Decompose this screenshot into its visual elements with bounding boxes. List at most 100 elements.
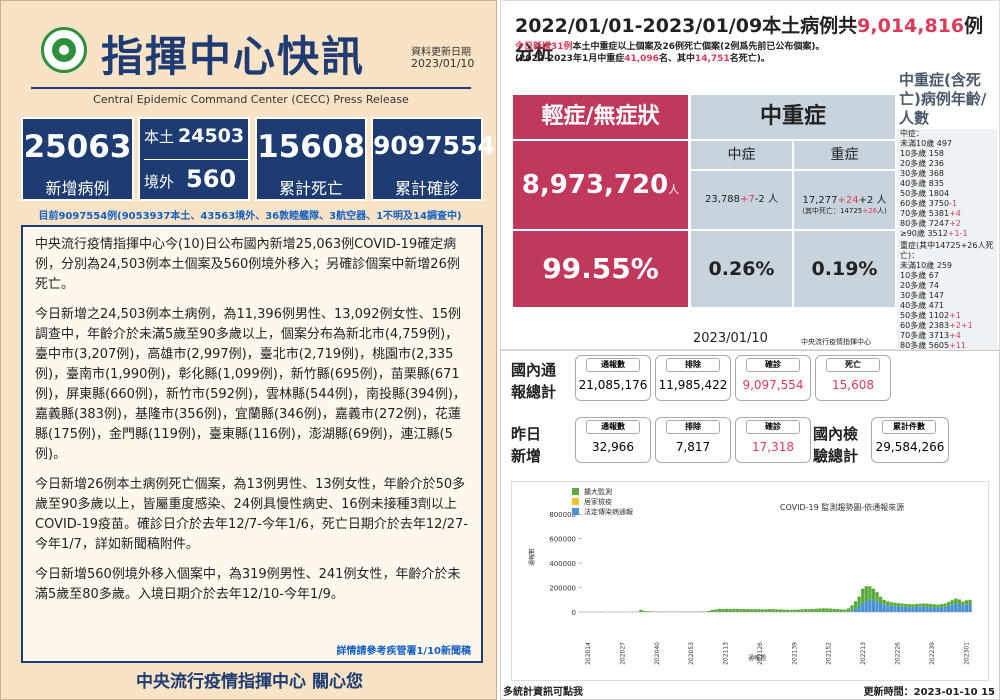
legend-label: 居家檢疫: [584, 497, 612, 506]
bar-segment: [868, 586, 872, 600]
bar-segment: [732, 608, 736, 612]
bar-segment: [703, 611, 707, 612]
pill-header: 排除: [666, 420, 720, 434]
bar-segment: [857, 606, 861, 612]
stat-pill: 確診 9,097,554: [735, 355, 811, 401]
bar-segment: [929, 607, 933, 612]
pill-value: 15,608: [832, 378, 874, 392]
bar-segment: [932, 607, 936, 612]
age-row: 70多歲 5381+4: [900, 209, 961, 218]
mild-percent: 99.55%: [513, 231, 688, 307]
age-row: 30多歲 147: [900, 291, 945, 300]
age-row: 未滿10歲 259: [900, 261, 953, 270]
bar-segment: [939, 604, 944, 608]
chart-svg: COVID-19 監測趨勢圖-依通報來源 0 200000 400000 600000 8…: [528, 487, 972, 665]
pill-header: 排除: [666, 358, 720, 372]
age-moderate-title: 中症：: [900, 129, 924, 138]
pill-value: 32,966: [592, 440, 634, 454]
x-tick-label: 202126: [757, 642, 764, 665]
critical-percent: 0.19%: [794, 231, 895, 307]
bar-segment: [825, 608, 829, 612]
age-critical-list: 未滿10歲 259 10多歲 67 20多歲 74 30多歲 147 40多歲 471 5…: [897, 261, 997, 361]
bar-segment: [743, 609, 747, 612]
severe-header: 中重症: [691, 95, 895, 139]
x-tick-label: 202014: [585, 642, 592, 665]
pill-header: 死亡: [826, 358, 880, 372]
age-row: 10多歲 158: [900, 149, 945, 158]
stat-pill: 確診 17,318: [735, 417, 811, 463]
bar-segment: [896, 606, 901, 612]
bar-segment: [821, 608, 826, 612]
bar-segment: [861, 602, 865, 612]
analysis-subtitle-1: 今日新增31例本土中重症以上個案及26例死亡個案(2例爲先前已公布個案)。: [515, 42, 825, 52]
mild-count: 8,973,720人: [513, 141, 688, 229]
bar-segment: [639, 609, 643, 612]
bar-segment: [968, 604, 972, 612]
bar-segment: [832, 608, 836, 612]
bar-segment: [714, 609, 718, 612]
moderate-percent: 0.26%: [691, 231, 792, 307]
bar-segment: [957, 604, 961, 612]
pill-value: 7,817: [675, 440, 711, 454]
bar-segment: [764, 609, 768, 612]
bar-segment: [871, 588, 876, 601]
bar-segment: [921, 603, 926, 607]
legend-swatch: [572, 508, 579, 515]
bar-segment: [950, 600, 954, 605]
y-tick-label: 600000: [549, 536, 576, 544]
bar-segment: [721, 608, 725, 612]
bar-segment: [882, 599, 886, 605]
bar-segment: [828, 608, 833, 612]
bar-segment: [746, 609, 750, 612]
bar-segment: [771, 609, 775, 612]
bar-segment: [904, 603, 908, 607]
yesterday-label: 昨日新增: [511, 425, 542, 465]
bar-segment: [700, 611, 704, 612]
y-tick-label: 800000: [549, 511, 576, 519]
bar-segment: [900, 603, 904, 607]
pill-header: 累計件數: [882, 420, 936, 434]
bar-segment: [760, 609, 765, 612]
bar-segment: [889, 602, 893, 606]
pill-value: 9,097,554: [742, 378, 804, 392]
bar-segment: [782, 609, 786, 612]
update-date-label: 資料更新日期: [411, 47, 471, 58]
bar-segment: [646, 611, 650, 612]
y-axis-label: 通報數: [528, 548, 536, 566]
age-row: 80多歲 7247+2: [900, 219, 961, 228]
bar-segment: [875, 592, 879, 602]
bar-segment: [861, 588, 865, 603]
bar-segment: [843, 609, 847, 612]
bar-segment: [957, 599, 961, 605]
local-value: 24503: [178, 125, 245, 147]
bar-segment: [932, 604, 936, 608]
legend-label: 法定傳染病通報: [584, 507, 633, 516]
stat-pill: 排除 11,985,422: [655, 355, 731, 401]
stat-total-confirmed: 9097554 累計確診: [371, 117, 495, 201]
x-tick-label: 202226: [895, 642, 902, 665]
bar-segment: [768, 609, 772, 612]
pill-header: 通報數: [586, 420, 640, 434]
bar-segment: [814, 608, 818, 612]
bar-segment: [853, 601, 858, 609]
bar-segment: [868, 599, 872, 612]
bar-segment: [950, 604, 954, 612]
bar-segment: [710, 609, 715, 612]
stat-local-imported: 本土 24503 境外 560: [138, 117, 250, 201]
bar-segment: [918, 603, 922, 607]
bar-segment: [936, 607, 940, 612]
imported-label: 境外: [144, 173, 175, 191]
x-tick-label: 202139: [791, 642, 798, 665]
bar-segment: [936, 604, 940, 608]
x-tick-label: 202027: [619, 642, 626, 665]
paragraph-imported: 今日新增560例境外移入個案中，為319例男性、241例女性，年齡介於未滿5歲至…: [35, 567, 461, 602]
y-tick-label: 200000: [549, 585, 576, 593]
more-stats-link[interactable]: 多統計資訊可點我: [503, 687, 583, 698]
stat-label: 新增病例: [45, 179, 110, 198]
severity-analysis-panel: 2022/01/01-2023/01/09本土病例共9,014,816例分析 今…: [500, 0, 1000, 360]
bar-segment: [871, 600, 876, 612]
bar-segment: [803, 609, 808, 612]
stat-pill: 通報數 21,085,176: [575, 355, 651, 401]
pill-value: 11,985,422: [658, 378, 728, 392]
age-row: 40多歲 835: [900, 179, 945, 188]
